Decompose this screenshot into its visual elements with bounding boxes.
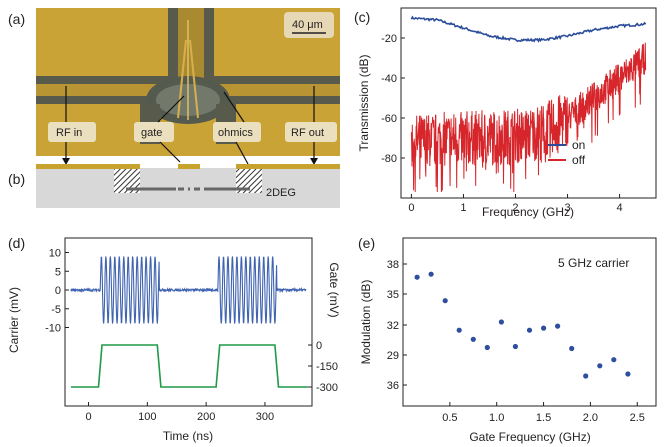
c-ytick-label: -40 [381, 73, 397, 85]
tag-ohmics-box [213, 122, 261, 142]
c-xtick-label: 0 [408, 202, 414, 214]
panel-d-frame [64, 237, 313, 407]
c-xtick-label: 1 [460, 202, 466, 214]
c-ytick-label: -80 [381, 153, 397, 165]
panel-e-label: (e) [358, 235, 375, 251]
panel-b: (b) 2DEG [8, 164, 340, 208]
scatter-point [498, 319, 504, 325]
scale-bar-label: 40 μm [292, 19, 323, 31]
c-xlabel: Frequency (GHz) [482, 205, 574, 219]
scatter-point [611, 357, 617, 363]
c-xtick-label: 2 [512, 202, 518, 214]
c-xtick-label: 3 [564, 202, 570, 214]
tag-rf-out: RF out [291, 127, 324, 139]
scatter-point [541, 325, 547, 331]
series-off-line [410, 42, 647, 193]
e-xtick-label: 2.5 [630, 412, 645, 424]
scatter-point [555, 323, 561, 329]
d-ytick-right-label: 0 [316, 340, 322, 352]
e-xlabel: Gate Frequency (GHz) [469, 430, 590, 444]
scatter-point [625, 371, 631, 377]
e-ytick-label: 35 [387, 289, 399, 301]
scatter-point [442, 298, 448, 304]
e-ytick-label: 36 [387, 380, 399, 392]
series-on-line [410, 15, 647, 43]
d-xtick-label: 0 [85, 411, 91, 423]
scatter-point [428, 271, 434, 277]
scatter-point [484, 344, 490, 351]
panel-c: (c) 0 1 2 3 4 -20 -40 -60 -80 on off Frequency (… [354, 7, 657, 219]
e-xtick-label: 1.5 [536, 412, 551, 424]
panel-b-label: (b) [8, 171, 25, 187]
scatter-point [597, 363, 603, 369]
scatter-point [526, 327, 533, 333]
d-xtick-label: 200 [197, 411, 215, 423]
e-xtick-label: 0.5 [442, 412, 457, 424]
panel-c-label: (c) [354, 9, 370, 25]
d-ytick-left-label: 5 [55, 266, 61, 278]
e-annotation: 5 GHz carrier [558, 256, 629, 270]
panel-d-label: (d) [8, 235, 25, 251]
e-xtick-label: 1.0 [489, 412, 504, 424]
pointer-gate [157, 95, 185, 123]
c-ytick-label: -20 [381, 33, 397, 45]
scatter-point [583, 373, 589, 379]
tag-gate-box [134, 122, 174, 142]
d-ytick-left-label: 10 [49, 248, 61, 260]
tag-rf-out-box [285, 122, 337, 142]
carrier-trace [70, 256, 307, 324]
panel-a-label: (a) [8, 11, 25, 27]
legend-off-label: off [572, 153, 586, 167]
d-ylabel-left: Carrier (mV) [7, 287, 21, 353]
panel-a: (a) 40 μm RF in gate ohmics RF out [8, 8, 340, 165]
e-xtick-label: 2.0 [583, 412, 598, 424]
tag-gate: gate [141, 127, 162, 139]
d-xlabel: Time (ns) [163, 429, 213, 443]
legend-on-label: on [572, 138, 585, 152]
d-ytick-right-label: -150 [316, 361, 338, 373]
e-ytick-label: 32 [387, 320, 399, 332]
d-ytick-left-label: -10 [45, 323, 61, 335]
metal-rf-out [236, 164, 340, 169]
scatter-point [414, 274, 420, 280]
d-xtick-label: 100 [138, 411, 156, 423]
d-ytick-left-label: -5 [51, 304, 61, 316]
scatter-point [569, 345, 575, 352]
pointer-ohmics [223, 91, 245, 123]
d-xtick-label: 300 [256, 411, 274, 423]
d-ytick-right-label: -300 [316, 382, 338, 394]
c-ylabel: Transmission (dB) [357, 55, 371, 152]
gate-trace [70, 344, 308, 388]
scatter-point [470, 336, 476, 342]
c-xtick-label: 4 [617, 202, 623, 214]
panel-e-frame [402, 237, 657, 407]
metal-gate [178, 164, 200, 169]
panel-d: (d) 0 100 200 300 10 5 0 -5 -10 0 -150 -300 Time (n… [7, 235, 341, 443]
d-ytick-left-label: 0 [55, 285, 61, 297]
panel-e: (e) 0.5 1.0 1.5 2.0 2.5 38 35 32 29 36 5 GHz carr… [358, 235, 657, 444]
c-ytick-label: -60 [381, 113, 397, 125]
scale-bar-box [284, 12, 334, 38]
panel-c-frame [400, 7, 657, 199]
layer-2deg-label: 2DEG [266, 187, 296, 199]
e-ytick-label: 29 [387, 350, 399, 362]
e-ytick-label: 38 [387, 259, 399, 271]
e-ylabel: Modulation (dB) [359, 280, 373, 365]
scatter-point [512, 343, 519, 350]
tag-ohmics: ohmics [218, 127, 253, 139]
scatter-point [456, 327, 462, 333]
d-ylabel-right: Gate (mV) [327, 262, 341, 317]
metal-rf-in [36, 164, 140, 169]
tag-rf-in: RF in [56, 127, 82, 139]
tag-rf-in-box [48, 122, 96, 142]
